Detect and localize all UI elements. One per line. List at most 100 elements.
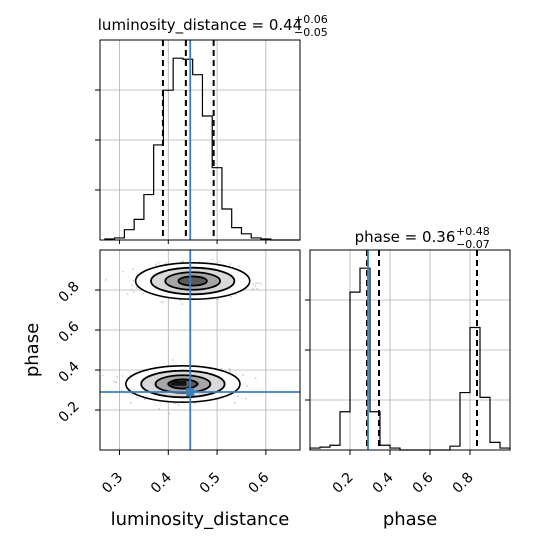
sample-point-683 xyxy=(115,381,117,383)
density-contour-mode1-level2 xyxy=(164,271,222,291)
sample-point-923 xyxy=(193,402,196,404)
sample-point-1260 xyxy=(165,262,167,265)
sample-point-1281 xyxy=(229,263,231,265)
sample-point-237 xyxy=(229,370,231,372)
density-ytick-label-3: 0.8 xyxy=(56,279,83,306)
density-contour-mode0-level3 xyxy=(167,378,199,390)
sample-point-1333 xyxy=(198,261,201,263)
x-axis-label-luminosity-distance: luminosity_distance xyxy=(111,509,290,530)
sample-point-1283 xyxy=(132,279,135,282)
histogram-phase-xtick-label-3: 0.8 xyxy=(450,470,477,497)
sample-point-223 xyxy=(246,385,248,387)
sample-point-1069 xyxy=(126,293,129,295)
sample-point-1010 xyxy=(155,263,157,266)
sample-point-1480 xyxy=(230,296,232,298)
sample-point-1223 xyxy=(218,261,220,263)
histogram-luminosity-distance-frame xyxy=(99,39,301,241)
sample-point-872 xyxy=(134,372,136,374)
sample-point-1557 xyxy=(238,265,240,267)
histogram-phase-panel: 0.2 0.4 0.6 0.8 phase = 0.36 +0.48 −0.07 ph… xyxy=(305,225,511,530)
x-axis-label-phase: phase xyxy=(383,509,437,530)
histogram-phase-step-line xyxy=(309,267,511,451)
y-axis-label-phase: phase xyxy=(22,323,43,377)
sample-point-329 xyxy=(136,396,138,399)
sample-point-571 xyxy=(228,368,231,370)
sample-point-1418 xyxy=(130,288,133,291)
density-ytick-label-2: 0.6 xyxy=(56,319,83,346)
sample-point-1054 xyxy=(160,301,162,303)
histogram-phase-xtick-label-0: 0.2 xyxy=(330,470,357,497)
sample-point-919 xyxy=(130,392,133,395)
density-ytick-label-0: 0.2 xyxy=(56,399,83,426)
histogram-luminosity-distance-title: luminosity_distance = 0.44 xyxy=(98,16,302,35)
histogram-phase-title-minus: −0.07 xyxy=(456,238,490,251)
density-panel: 0.3 0.4 0.5 0.6 0.2 0.4 0.6 0.8 luminosity_dis… xyxy=(22,249,301,530)
sample-point-522 xyxy=(169,412,171,415)
density-xtick-label-2: 0.5 xyxy=(197,470,224,497)
sample-point-497 xyxy=(143,398,146,400)
sample-point-465 xyxy=(116,375,118,378)
histogram-phase-title-plus: +0.48 xyxy=(456,225,490,238)
histogram-luminosity-distance-title-plus: +0.06 xyxy=(294,13,328,26)
density-panel-frame xyxy=(99,249,301,451)
sample-point-1293 xyxy=(211,258,214,261)
density-contour-mode0-level0 xyxy=(125,364,241,403)
sample-point-196 xyxy=(244,397,247,400)
sample-point-285 xyxy=(173,402,175,405)
sample-point-1206 xyxy=(254,285,256,288)
sample-point-18 xyxy=(175,402,177,404)
sample-point-1520 xyxy=(256,287,258,290)
density-truth-marker xyxy=(186,388,195,396)
sample-point-1503 xyxy=(257,282,260,284)
histogram-phase-title: phase = 0.36 xyxy=(355,228,456,246)
histogram-phase-frame xyxy=(309,249,511,451)
density-xtick-label-0: 0.3 xyxy=(99,470,126,497)
sample-point-922 xyxy=(220,368,223,370)
histogram-luminosity-distance-title-minus: −0.05 xyxy=(294,26,328,39)
sample-point-1130 xyxy=(162,301,165,304)
density-peak-mode0 xyxy=(170,380,187,386)
sample-point-1322 xyxy=(260,283,262,285)
sample-point-1096 xyxy=(142,292,145,295)
sample-point-1267 xyxy=(217,298,219,301)
sample-point-1373 xyxy=(157,261,160,264)
sample-point-1479 xyxy=(133,291,135,293)
density-xtick-label-1: 0.4 xyxy=(148,470,175,497)
density-contour-mode1-level0 xyxy=(134,261,251,300)
histogram-luminosity-distance-step-line xyxy=(104,57,300,241)
density-contour-mode1-level1 xyxy=(150,266,236,296)
sample-point-1025 xyxy=(179,299,182,301)
sample-point-1077 xyxy=(105,279,107,281)
sample-point-1384 xyxy=(181,261,183,263)
density-contour-mode0-level1 xyxy=(140,369,226,399)
sample-point-659 xyxy=(177,404,180,406)
sample-point-1437 xyxy=(235,293,237,296)
sample-point-718 xyxy=(121,375,124,377)
sample-point-1086 xyxy=(252,288,254,290)
sample-point-1259 xyxy=(182,260,184,262)
sample-point-367 xyxy=(172,359,174,361)
sample-point-444 xyxy=(129,401,132,404)
density-ytick-label-1: 0.4 xyxy=(56,359,83,386)
sample-point-981 xyxy=(113,380,115,382)
histogram-phase-xtick-label-2: 0.6 xyxy=(410,470,437,497)
sample-point-1371 xyxy=(135,287,138,289)
sample-point-262 xyxy=(158,408,160,410)
sample-point-1419 xyxy=(122,270,125,273)
sample-point-1275 xyxy=(131,284,133,287)
sample-point-418 xyxy=(121,389,123,392)
density-xtick-label-3: 0.6 xyxy=(245,470,272,497)
sample-point-175 xyxy=(101,374,104,377)
sample-point-531 xyxy=(237,395,239,398)
density-fill-mode1-level3 xyxy=(178,276,207,286)
histogram-phase-xtick-label-1: 0.4 xyxy=(370,470,397,497)
histogram-luminosity-distance-panel: luminosity_distance = 0.44 +0.06 −0.05 xyxy=(95,13,328,244)
sample-point-314 xyxy=(234,402,236,404)
sample-point-1546 xyxy=(252,283,254,285)
density-contour-mode1-level3 xyxy=(177,275,208,287)
sample-point-1574 xyxy=(132,268,134,270)
sample-point-1002 xyxy=(181,303,183,305)
sample-point-978 xyxy=(242,374,245,376)
sample-point-1163 xyxy=(255,282,257,285)
